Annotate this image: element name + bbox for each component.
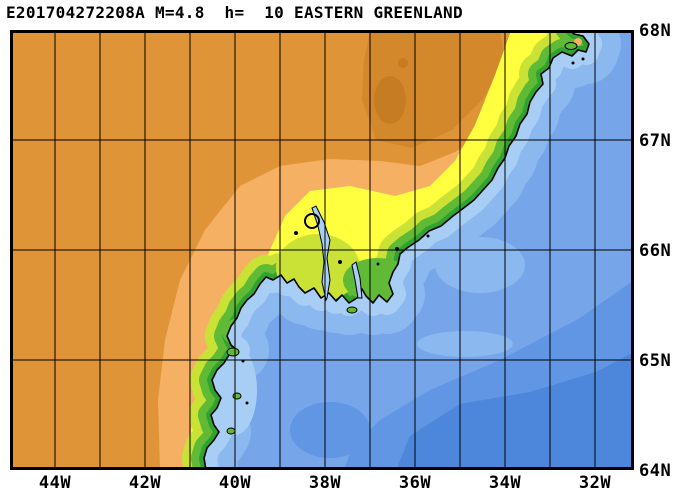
figure-title: E201704272208A M=4.8 h= 10 EASTERN GREEN… bbox=[6, 3, 463, 22]
epicenter-circle-marker bbox=[304, 213, 320, 229]
highland-region bbox=[362, 30, 505, 148]
lon-label-40w: 40W bbox=[218, 473, 252, 493]
lon-label-44w: 44W bbox=[38, 473, 72, 493]
lat-label-65n: 65N bbox=[639, 351, 672, 371]
lat-label-64n: 64N bbox=[639, 461, 672, 481]
lon-label-36w: 36W bbox=[398, 473, 432, 493]
coastline bbox=[203, 30, 590, 470]
lat-label-67n: 67N bbox=[639, 131, 672, 151]
lon-label-38w: 38W bbox=[308, 473, 342, 493]
lon-label-34w: 34W bbox=[488, 473, 522, 493]
islands bbox=[226, 42, 585, 435]
lon-label-32w: 32W bbox=[578, 473, 612, 493]
lat-label-66n: 66N bbox=[639, 241, 672, 261]
lon-label-42w: 42W bbox=[128, 473, 162, 493]
depth-bands bbox=[290, 280, 634, 470]
lat-label-68n: 68N bbox=[639, 21, 672, 41]
map-frame bbox=[10, 30, 634, 470]
graticule bbox=[10, 30, 634, 470]
